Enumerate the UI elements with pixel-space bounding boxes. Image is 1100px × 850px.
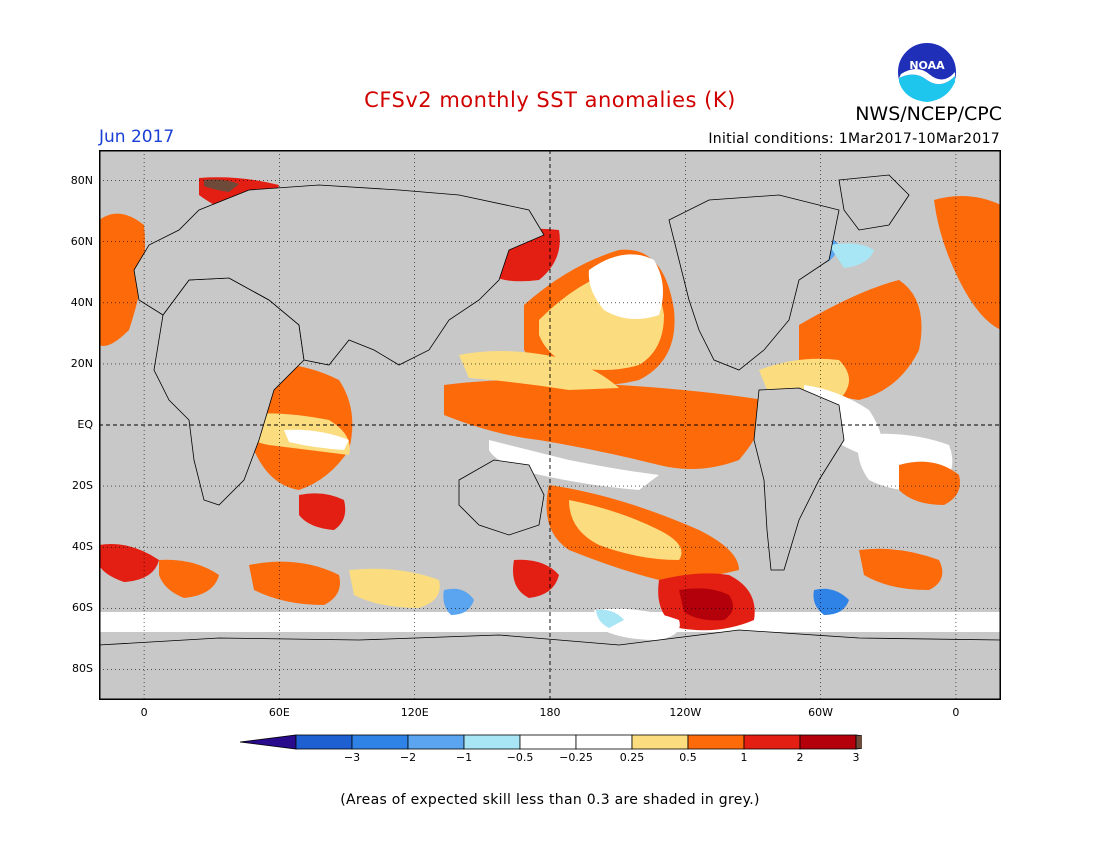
- lon-tick-label: 0: [952, 706, 960, 719]
- nw-europe-orange-2: [934, 196, 1001, 330]
- colorbar: [239, 733, 913, 757]
- colorbar-segment: [519, 734, 577, 750]
- map-grid: [99, 150, 1001, 700]
- valid-month: Jun 2017: [99, 127, 175, 147]
- chart-title: CFSv2 monthly SST anomalies (K): [364, 88, 736, 112]
- colorbar-tick-label: 2: [796, 751, 804, 764]
- sst-anomaly-map: [99, 150, 1001, 704]
- north-america-outline: [668, 194, 840, 371]
- colorbar-tick-label: −2: [399, 751, 417, 764]
- colorbar-tick-label: −3: [343, 751, 361, 764]
- eq-pacific-orange: [444, 380, 765, 469]
- map-border: [99, 150, 1001, 700]
- lat-tick-label: 40S: [72, 540, 93, 554]
- lon-tick-label: 120W: [669, 706, 702, 719]
- colorbar-segment: [295, 734, 353, 750]
- logo-text: NOAA: [909, 59, 945, 72]
- colorbar-min-arrow: [239, 734, 297, 750]
- south-america-outline: [753, 387, 845, 571]
- lat-tick-label: 60S: [72, 601, 93, 615]
- lat-tick-label: 60N: [70, 234, 93, 248]
- colorbar-segment: [407, 734, 465, 750]
- colorbar-segment: [351, 734, 409, 750]
- drake-blue: [813, 588, 849, 615]
- southern-ocean-yellow: [349, 568, 440, 608]
- enso-white: [489, 440, 659, 490]
- nw-europe-orange: [99, 213, 145, 346]
- colorbar-max-arrow: [855, 734, 913, 750]
- lat-tick-label: EQ: [77, 418, 93, 431]
- lat-tick-label: 80N: [70, 173, 93, 187]
- se-pacific-darkred: [679, 588, 733, 621]
- labrador-lightblue: [829, 243, 874, 268]
- ross-lightblue: [596, 609, 624, 628]
- lon-tick-label: 180: [539, 706, 561, 719]
- agency-label: NWS/NCEP/CPC: [855, 103, 1002, 125]
- spac-yellow: [569, 500, 682, 560]
- colorbar-tick-label: 0.5: [679, 751, 697, 764]
- colorbar-tick-label: 1: [740, 751, 748, 764]
- arctic-brown: [204, 179, 239, 192]
- colorbar-segment: [631, 734, 689, 750]
- satl-orange: [899, 461, 960, 505]
- colorbar-segment: [799, 734, 857, 750]
- southern-ocean-orange: [249, 561, 340, 605]
- australia-outline: [458, 459, 545, 536]
- anomaly-patches: [99, 177, 1001, 640]
- colorbar-tick-label: −1: [455, 751, 473, 764]
- colorbar-segment: [687, 734, 745, 750]
- sw-indian-orange: [159, 559, 219, 598]
- s-indian-red: [299, 493, 346, 530]
- lon-tick-label: 0: [140, 706, 148, 719]
- noaa-logo: NOAA: [895, 40, 959, 108]
- lon-tick-label: 60E: [268, 706, 290, 719]
- sw-indian-red: [99, 544, 159, 582]
- footnote: (Areas of expected skill less than 0.3 a…: [340, 792, 760, 808]
- s-pacific-blue: [443, 588, 474, 615]
- colorbar-segment: [463, 734, 521, 750]
- lon-tick-label: 120E: [400, 706, 429, 719]
- colorbar-segment: [743, 734, 801, 750]
- colorbar-tick-label: −0.5: [506, 751, 534, 764]
- lat-tick-label: 80S: [72, 662, 93, 676]
- s-australia-red: [513, 559, 559, 598]
- lat-tick-label: 40N: [70, 295, 93, 309]
- eq-pacific-yellow: [459, 351, 619, 390]
- s-atl-orange: [859, 548, 943, 590]
- eurasia-outline: [133, 184, 545, 366]
- indian-white: [284, 429, 349, 450]
- lon-tick-label: 60W: [808, 706, 834, 719]
- colorbar-tick-label: 0.25: [619, 751, 645, 764]
- initial-conditions: Initial conditions: 1Mar2017-10Mar2017: [708, 131, 1000, 147]
- lat-tick-label: 20S: [72, 479, 93, 493]
- colorbar-tick-label: −0.25: [559, 751, 593, 764]
- colorbar-segment: [575, 734, 633, 750]
- greenland-outline: [838, 174, 910, 231]
- lat-tick-label: 20N: [70, 356, 93, 370]
- colorbar-tick-label: 3: [852, 751, 860, 764]
